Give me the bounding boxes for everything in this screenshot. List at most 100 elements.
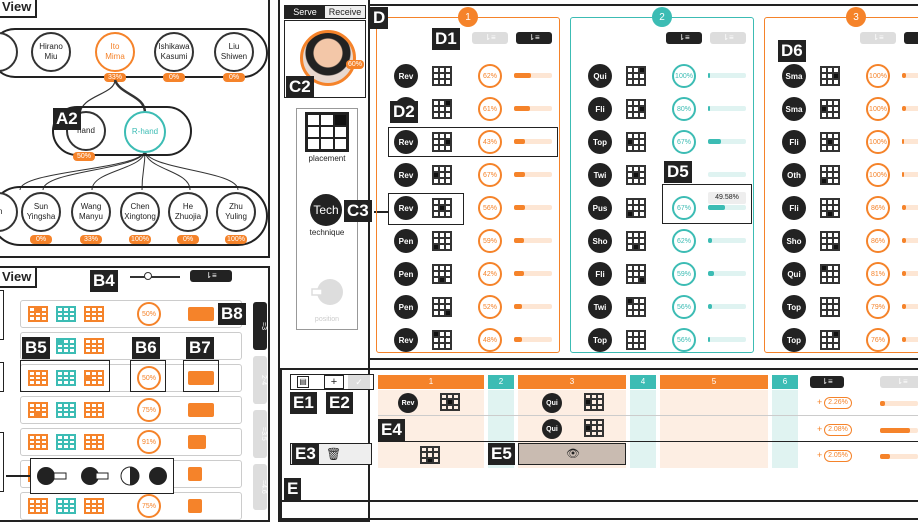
sort-button[interactable]: ⇂≡ — [190, 270, 232, 282]
b-row[interactable] — [20, 492, 242, 520]
b-pct-ring: 50% — [137, 302, 161, 326]
player-node-liu[interactable]: Liu Shiwen — [214, 32, 254, 72]
e-col-6[interactable]: 6 — [772, 375, 798, 389]
player-node-ishikawa[interactable]: Ishikawa Kasumi — [154, 32, 194, 72]
e-sort-button-alt[interactable]: ⇂≡ — [880, 376, 918, 388]
panel-a — [0, 0, 270, 258]
player-node-chen[interactable]: Chen Xingtong — [120, 192, 160, 232]
player-pct: 0% — [163, 73, 185, 82]
d-pct-ring: 62% — [672, 229, 696, 253]
player-pct: 33% — [80, 235, 102, 244]
d-technique-icon[interactable]: Rev — [394, 328, 418, 352]
d-technique-icon[interactable]: Fli — [782, 196, 806, 220]
tab-serve[interactable]: Serve — [285, 6, 325, 18]
b-placement-grid — [84, 498, 104, 514]
e-col-2[interactable]: 2 — [488, 375, 514, 389]
side-tab-2[interactable]: 2-4 — [253, 356, 267, 404]
d-pct-ring: 67% — [672, 196, 696, 220]
d-bar — [708, 337, 746, 342]
d-pct-ring: 81% — [866, 262, 890, 286]
player-node-ito[interactable]: Ito Mima — [95, 32, 135, 72]
d-pct-ring: 80% — [672, 97, 696, 121]
d-technique-icon[interactable]: Sma — [782, 64, 806, 88]
d-sort-desc[interactable]: ⇂≡ — [710, 32, 746, 44]
eye-icon[interactable]: 👁 — [566, 448, 580, 460]
player-group-bottom — [0, 186, 268, 246]
confirm-icon[interactable]: ✓ — [348, 375, 370, 389]
hand-pct: 50% — [73, 152, 95, 161]
b-placement-grid — [56, 402, 76, 418]
slider-handle[interactable] — [144, 272, 152, 280]
e-col-5[interactable]: 5 — [660, 375, 768, 389]
placement-grid-icon[interactable] — [305, 112, 349, 152]
d-technique-icon[interactable]: Qui — [782, 262, 806, 286]
trash-icon[interactable]: 🗑 — [326, 447, 342, 461]
side-tab-1[interactable]: =3 — [253, 302, 267, 350]
d-technique-icon[interactable]: Fli — [588, 97, 612, 121]
d-technique-icon[interactable]: Fli — [588, 262, 612, 286]
e-sort-button[interactable]: ⇂≡ — [810, 376, 844, 388]
d-technique-icon[interactable]: Rev — [394, 64, 418, 88]
d-placement-grid — [820, 99, 840, 119]
d-technique-icon[interactable]: Qui — [588, 64, 612, 88]
d-technique-icon[interactable]: Twi — [588, 163, 612, 187]
b-row[interactable] — [20, 332, 242, 360]
e-col-4[interactable]: 4 — [630, 375, 656, 389]
d-technique-icon[interactable]: Sho — [588, 229, 612, 253]
d-technique-icon[interactable]: Top — [588, 130, 612, 154]
d-technique-icon[interactable]: Pen — [394, 295, 418, 319]
e-col-bg-4 — [630, 390, 656, 468]
d-sort-desc[interactable]: ⇂≡ — [904, 32, 918, 44]
b-row[interactable] — [20, 428, 242, 456]
d-technique-icon[interactable]: Rev — [394, 163, 418, 187]
d-technique-icon[interactable]: Top — [782, 328, 806, 352]
hidden-cell[interactable] — [518, 443, 626, 465]
e-gain-bar-fill — [880, 428, 910, 433]
label-e4: E4 — [378, 419, 405, 441]
player-node-wang[interactable]: Wang Manyu — [71, 192, 111, 232]
d-sort-asc[interactable]: ⇂≡ — [472, 32, 508, 44]
d-bar — [708, 172, 746, 177]
d-technique-icon[interactable]: Pus — [588, 196, 612, 220]
d-technique-icon[interactable]: Twi — [588, 295, 612, 319]
player-node-he[interactable]: He Zhuojia — [168, 192, 208, 232]
avatar-pct: 60% — [346, 60, 364, 69]
d-pct-ring: 76% — [866, 328, 890, 352]
d-technique-icon[interactable]: Oth — [782, 163, 806, 187]
e-gain-bar-fill — [880, 454, 890, 459]
d-technique-icon[interactable]: Pen — [394, 262, 418, 286]
e-col-1[interactable]: 1 — [378, 375, 484, 389]
technique-icon[interactable]: Tech — [310, 194, 342, 226]
slider-track[interactable] — [130, 276, 180, 278]
add-button[interactable]: + — [324, 375, 344, 389]
e-col-3[interactable]: 3 — [518, 375, 626, 389]
d-technique-icon[interactable]: Top — [782, 295, 806, 319]
d-technique-icon[interactable]: Rev — [394, 196, 418, 220]
d-sort-desc[interactable]: ⇂≡ — [516, 32, 552, 44]
d-sort-asc[interactable]: ⇂≡ — [666, 32, 702, 44]
e-toolbar — [290, 374, 374, 390]
b-row[interactable] — [20, 396, 242, 424]
d-technique-icon[interactable]: Top — [588, 328, 612, 352]
d-technique-icon[interactable]: Rev — [394, 130, 418, 154]
d-technique-icon[interactable]: Fli — [782, 130, 806, 154]
d-technique-icon[interactable]: Sho — [782, 229, 806, 253]
b-placement-grid — [56, 498, 76, 514]
player-node-sun[interactable]: Sun Yingsha — [21, 192, 61, 232]
position-icon[interactable] — [308, 276, 348, 312]
e-gain: + — [817, 397, 823, 407]
d-technique-icon[interactable]: Pen — [394, 229, 418, 253]
player-node-zhu[interactable]: Zhu Yuling — [216, 192, 256, 232]
d-bar-fill — [902, 106, 906, 111]
d-sort-asc[interactable]: ⇂≡ — [860, 32, 896, 44]
tab-receive[interactable]: Receive — [325, 6, 365, 18]
note-icon[interactable]: ▤ — [297, 376, 309, 388]
d-bar — [514, 205, 552, 210]
side-tab-4[interactable]: =4.6 — [253, 464, 267, 510]
d-bar — [708, 139, 746, 144]
side-tab-3[interactable]: =3.5 — [253, 410, 267, 458]
d-technique-icon[interactable]: Sma — [782, 97, 806, 121]
right-hand-node[interactable]: R-hand — [124, 111, 166, 153]
player-node-hirano[interactable]: Hirano Miu — [31, 32, 71, 72]
d-pct-ring: 79% — [866, 295, 890, 319]
